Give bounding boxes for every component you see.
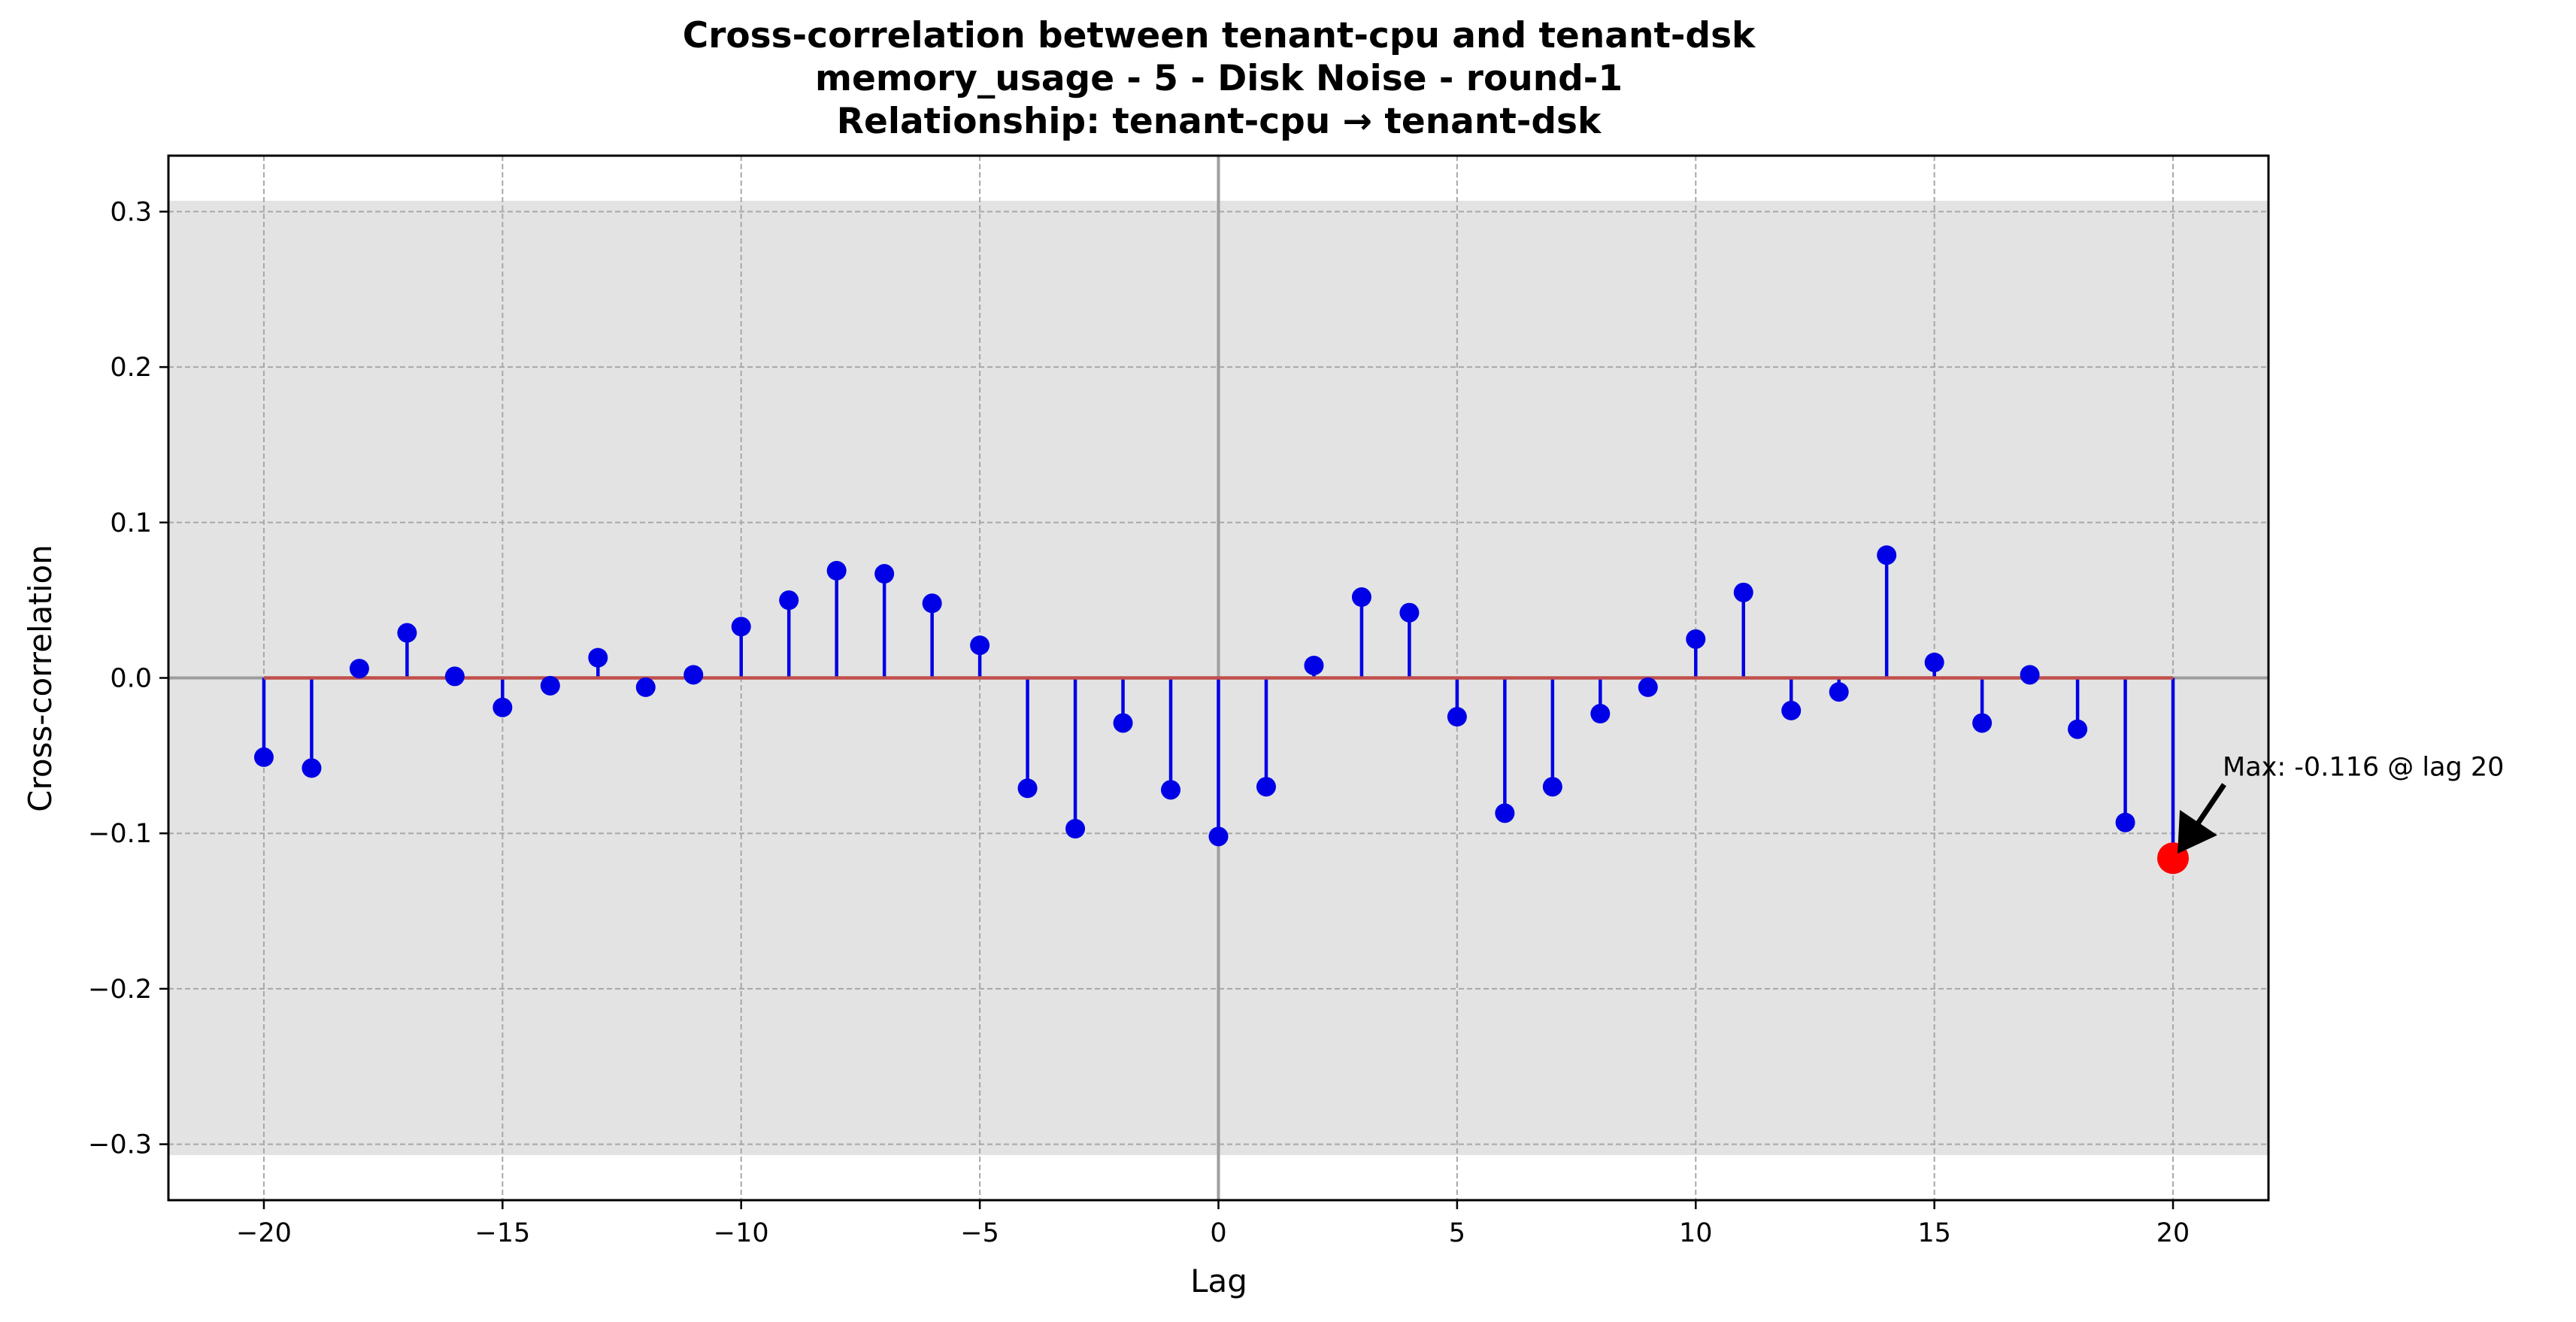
x-tick-label: −20	[236, 1218, 292, 1248]
stem-marker	[779, 590, 799, 611]
y-tick-label: −0.1	[88, 819, 152, 849]
stem-marker	[1924, 652, 1944, 672]
stem-marker	[635, 677, 656, 697]
stem-marker	[1017, 778, 1038, 799]
x-tick-label: −10	[714, 1218, 769, 1248]
stem-marker	[1065, 818, 1086, 838]
x-axis-label: Lag	[1190, 1263, 1247, 1299]
stem-marker	[874, 564, 895, 584]
stem-marker	[1447, 707, 1467, 727]
stem-marker	[1542, 777, 1562, 797]
chart-title-line-1: Cross-correlation between tenant-cpu and…	[683, 15, 1756, 56]
max-annotation: Max: -0.116 @ lag 20	[2223, 752, 2504, 782]
stem-marker	[2068, 719, 2088, 739]
stem-marker	[1113, 713, 1133, 733]
y-tick-label: −0.3	[88, 1130, 152, 1160]
chart-title-line-3: Relationship: tenant-cpu → tenant-dsk	[837, 101, 1602, 142]
stem-marker	[922, 593, 942, 614]
stem-marker	[253, 747, 274, 767]
stem-marker	[1877, 545, 1897, 565]
x-tick-label: 10	[1679, 1218, 1713, 1248]
stem-marker	[397, 623, 417, 643]
plot-area: Max: -0.116 @ lag 20 −20 −15 −10 −5 0 5 10 15 20 −…	[88, 154, 2504, 1248]
stem-marker	[1781, 700, 1802, 720]
y-tick-label: 0.2	[110, 353, 152, 383]
x-tick-label: −5	[960, 1218, 999, 1248]
stem-marker	[1304, 655, 1324, 675]
stem-marker	[1686, 629, 1706, 649]
stem-marker	[1733, 582, 1753, 602]
y-axis-label: Cross-correlation	[22, 544, 59, 812]
y-tick-label: 0.0	[110, 664, 152, 694]
stem-marker	[731, 617, 751, 637]
x-tick-label: 5	[1449, 1218, 1465, 1248]
stem-marker	[1399, 602, 1420, 623]
stem-marker	[826, 560, 847, 581]
x-tick-label: 20	[2156, 1218, 2190, 1248]
y-tick-label: 0.1	[110, 508, 152, 538]
stem-marker	[1208, 826, 1229, 847]
stem-marker	[683, 665, 704, 685]
stem-marker	[1590, 704, 1611, 724]
stem-marker	[540, 675, 560, 696]
stem-marker	[302, 758, 322, 778]
stem-marker	[970, 635, 990, 656]
stem-marker	[1495, 803, 1515, 823]
annotation-arrow	[2177, 783, 2226, 854]
x-tick-label: 0	[1210, 1218, 1226, 1248]
stem-marker	[444, 666, 465, 687]
stem-marker	[1638, 677, 1658, 697]
stem-marker	[1829, 682, 1849, 702]
stem-marker	[2115, 812, 2135, 832]
chart-title-line-2: memory_usage - 5 - Disk Noise - round-1	[815, 58, 1623, 99]
stem-marker	[588, 647, 608, 668]
y-tick-label: 0.3	[110, 197, 152, 227]
x-tick-label: 15	[1917, 1218, 1951, 1248]
x-tick-label: −15	[474, 1218, 530, 1248]
stem-marker	[349, 659, 369, 679]
stem-marker	[2020, 665, 2040, 685]
y-tick-label: −0.2	[88, 975, 152, 1005]
stem-marker	[1161, 780, 1181, 800]
stem-marker	[492, 697, 513, 717]
stem-marker	[1256, 777, 1276, 797]
stem-marker	[1972, 713, 1993, 733]
stem-marker	[1351, 587, 1371, 608]
